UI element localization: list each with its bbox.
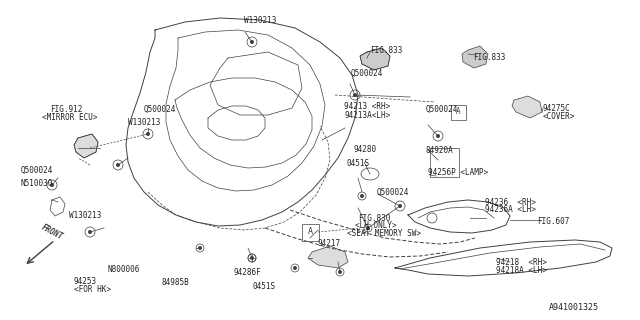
Text: Q500024: Q500024 bbox=[351, 68, 383, 77]
Text: 94213 <RH>: 94213 <RH> bbox=[344, 102, 390, 111]
Text: 94253: 94253 bbox=[74, 277, 97, 286]
Text: Q500024: Q500024 bbox=[376, 188, 409, 196]
Text: <MIRROR ECU>: <MIRROR ECU> bbox=[42, 113, 98, 122]
Circle shape bbox=[146, 132, 150, 136]
Text: 84985B: 84985B bbox=[161, 278, 189, 287]
Text: FIG.833: FIG.833 bbox=[474, 53, 506, 62]
FancyBboxPatch shape bbox=[429, 148, 458, 177]
Circle shape bbox=[338, 270, 342, 274]
Circle shape bbox=[293, 266, 297, 270]
Text: A: A bbox=[456, 108, 460, 116]
Circle shape bbox=[88, 230, 92, 234]
Text: 94275C: 94275C bbox=[543, 104, 570, 113]
Text: 94286F: 94286F bbox=[234, 268, 261, 277]
Text: 0451S: 0451S bbox=[253, 282, 276, 291]
Text: W130213: W130213 bbox=[244, 16, 277, 25]
Text: 94256P <LAMP>: 94256P <LAMP> bbox=[428, 168, 488, 177]
Circle shape bbox=[116, 163, 120, 167]
Text: FIG.833: FIG.833 bbox=[370, 46, 403, 55]
Circle shape bbox=[353, 93, 357, 97]
Circle shape bbox=[50, 183, 54, 187]
Text: 94218A <LH>: 94218A <LH> bbox=[496, 266, 547, 275]
Circle shape bbox=[398, 204, 402, 208]
Text: <COVER>: <COVER> bbox=[543, 112, 575, 121]
Circle shape bbox=[250, 40, 254, 44]
Text: 84920A: 84920A bbox=[426, 146, 453, 155]
Circle shape bbox=[250, 256, 254, 260]
Text: Q500024: Q500024 bbox=[144, 105, 177, 114]
Text: N510030: N510030 bbox=[20, 179, 53, 188]
Text: 94218  <RH>: 94218 <RH> bbox=[496, 258, 547, 267]
Ellipse shape bbox=[361, 168, 379, 180]
Text: 94280: 94280 bbox=[353, 145, 376, 154]
Text: Q500024: Q500024 bbox=[20, 166, 53, 175]
FancyBboxPatch shape bbox=[451, 105, 465, 119]
Polygon shape bbox=[462, 46, 488, 68]
Circle shape bbox=[366, 226, 370, 230]
Text: <FOR HK>: <FOR HK> bbox=[74, 285, 111, 294]
Text: Q500024: Q500024 bbox=[426, 105, 458, 114]
Circle shape bbox=[360, 194, 364, 198]
Polygon shape bbox=[512, 96, 542, 118]
Polygon shape bbox=[74, 134, 98, 158]
Text: FIG.607: FIG.607 bbox=[538, 217, 570, 226]
Circle shape bbox=[198, 246, 202, 250]
Text: W130213: W130213 bbox=[128, 118, 161, 127]
Text: FRONT: FRONT bbox=[40, 223, 65, 241]
Text: 0451S: 0451S bbox=[347, 159, 370, 168]
Circle shape bbox=[436, 134, 440, 138]
Polygon shape bbox=[308, 246, 348, 268]
Text: <LH ONLY>: <LH ONLY> bbox=[355, 221, 396, 230]
Text: N800006: N800006 bbox=[108, 265, 140, 274]
Text: 94213A<LH>: 94213A<LH> bbox=[344, 111, 390, 120]
Text: FIG.830: FIG.830 bbox=[358, 214, 391, 223]
Text: A941001325: A941001325 bbox=[549, 303, 599, 312]
Text: 94217: 94217 bbox=[317, 239, 340, 248]
Text: W130213: W130213 bbox=[69, 211, 102, 220]
Text: 94236  <RH>: 94236 <RH> bbox=[485, 198, 536, 207]
Text: <SEAT MEMORY SW>: <SEAT MEMORY SW> bbox=[347, 229, 421, 238]
Text: A: A bbox=[307, 228, 312, 236]
Text: 94236A <LH>: 94236A <LH> bbox=[485, 205, 536, 214]
Polygon shape bbox=[360, 48, 390, 70]
Text: FIG.912: FIG.912 bbox=[50, 105, 83, 114]
FancyBboxPatch shape bbox=[301, 223, 319, 241]
